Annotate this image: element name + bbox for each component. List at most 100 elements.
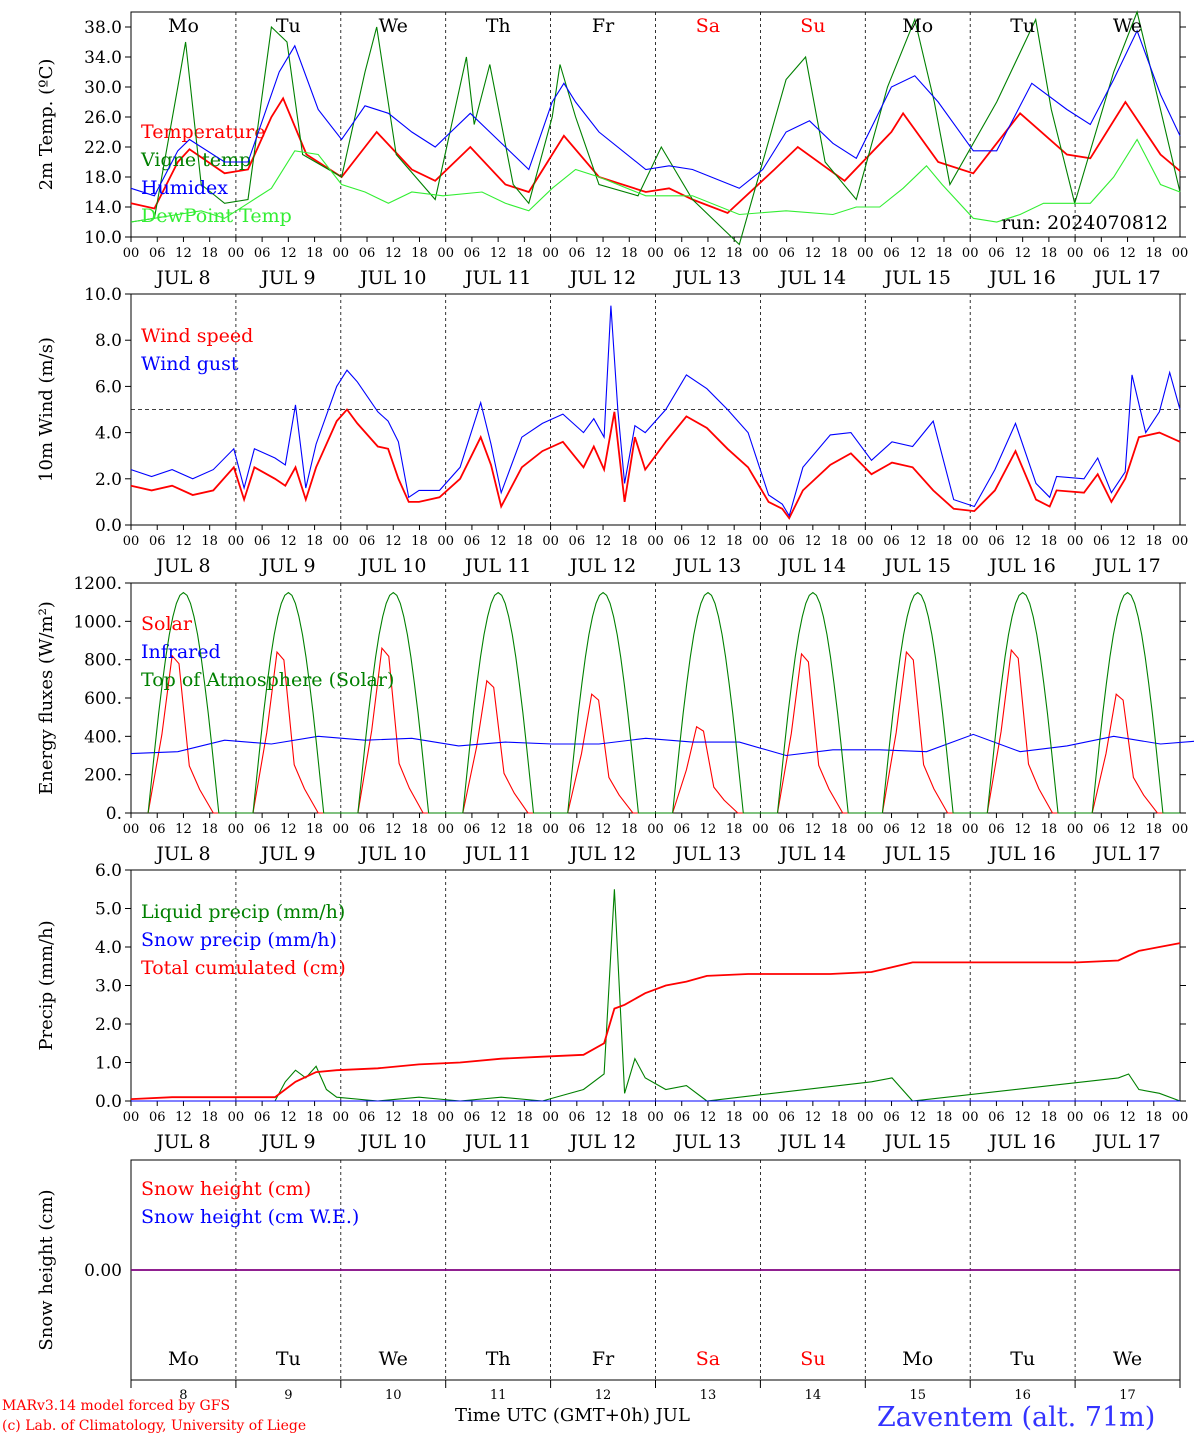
hour-label: 00 (857, 246, 874, 261)
y-tick-label: 200. (84, 766, 122, 786)
day-name: We (1113, 1348, 1142, 1370)
date-label: JUL 15 (883, 555, 951, 577)
hour-label: 06 (149, 534, 166, 549)
hour-label: 00 (228, 534, 245, 549)
hour-label: 06 (359, 822, 376, 837)
date-label: JUL 13 (673, 267, 741, 289)
hour-label: 00 (228, 1110, 245, 1125)
y-tick-label: 4.0 (95, 424, 122, 444)
hour-label: 06 (673, 534, 690, 549)
hour-label: 18 (1146, 534, 1163, 549)
series-line-red (130, 942, 1181, 1100)
hour-label: 12 (1119, 246, 1136, 261)
day-name: Tu (276, 15, 301, 37)
hour-label: 00 (333, 822, 350, 837)
date-label: JUL 11 (463, 267, 531, 289)
lab-credit: (c) Lab. of Climatology, University of L… (2, 1418, 307, 1434)
hour-label: 12 (595, 1110, 612, 1125)
hour-label: 00 (437, 246, 454, 261)
hour-label: 18 (306, 1110, 323, 1125)
date-label: JUL 13 (673, 1131, 741, 1153)
y-tick-label: 30.0 (84, 78, 122, 98)
hour-label: 18 (516, 1110, 533, 1125)
hour-label: 12 (700, 1110, 717, 1125)
date-label: JUL 10 (358, 267, 426, 289)
date-label: JUL 11 (463, 843, 531, 865)
hour-label: 18 (726, 534, 743, 549)
hour-label: 00 (857, 1110, 874, 1125)
hour-label: 00 (1067, 822, 1084, 837)
hour-label: 06 (883, 822, 900, 837)
hour-label: 12 (175, 1110, 192, 1125)
time-axis-label: Time UTC (GMT+0h) JUL (455, 1405, 690, 1426)
hour-label: 00 (437, 822, 454, 837)
y-tick-label: 10.0 (84, 228, 122, 248)
legend-entry: DewPoint Temp (141, 205, 292, 227)
legend-entry: Temperature (141, 121, 265, 143)
hour-label: 00 (962, 822, 979, 837)
hour-label: 18 (936, 534, 953, 549)
hour-label: 06 (359, 1110, 376, 1125)
hour-label: 00 (647, 246, 664, 261)
run-label: run: 2024070812 (1001, 212, 1168, 234)
model-credit: MARv3.14 model forced by GFS (2, 1398, 231, 1414)
hour-label: 12 (1014, 246, 1031, 261)
y-axis-label: 2m Temp. (ºC) (36, 59, 57, 191)
y-tick-label: 1000. (73, 612, 122, 632)
hour-label: 06 (359, 534, 376, 549)
hour-label: 06 (569, 246, 586, 261)
series-line-green (130, 10, 1181, 246)
hour-label: 06 (673, 822, 690, 837)
hour-label: 18 (831, 1110, 848, 1125)
hour-label: 18 (726, 246, 743, 261)
hour-label: 18 (516, 534, 533, 549)
hour-label: 18 (621, 822, 638, 837)
hour-label: 00 (647, 1110, 664, 1125)
hour-label: 06 (883, 1110, 900, 1125)
hour-label: 00 (857, 534, 874, 549)
hour-label: 12 (385, 822, 402, 837)
y-tick-label: 38.0 (84, 18, 122, 38)
day-number: 14 (805, 1388, 822, 1403)
y-tick-label: 34.0 (84, 48, 122, 68)
day-name: Th (486, 15, 511, 37)
hour-label: 00 (542, 822, 559, 837)
hour-label: 18 (936, 1110, 953, 1125)
hour-label: 12 (805, 822, 822, 837)
legend-entry: Top of Atmosphere (Solar) (141, 669, 394, 691)
hour-label: 18 (726, 822, 743, 837)
hour-label: 18 (411, 822, 428, 837)
hour-label: 06 (464, 534, 481, 549)
hour-label: 06 (1093, 246, 1110, 261)
hour-label: 12 (909, 822, 926, 837)
hour-label: 00 (1067, 246, 1084, 261)
hour-label: 12 (909, 534, 926, 549)
date-label: JUL 17 (1092, 267, 1160, 289)
date-label: JUL 11 (463, 555, 531, 577)
legend-entry: Snow height (cm W.E.) (141, 1206, 359, 1228)
hour-label: 06 (883, 246, 900, 261)
date-label: JUL 8 (154, 1131, 210, 1153)
hour-label: 12 (490, 534, 507, 549)
date-label: JUL 9 (259, 267, 315, 289)
date-label: JUL 13 (673, 843, 741, 865)
date-label: JUL 17 (1092, 1131, 1160, 1153)
hour-label: 12 (1119, 822, 1136, 837)
hour-label: 06 (778, 534, 795, 549)
hour-label: 18 (1146, 246, 1163, 261)
hour-label: 12 (700, 534, 717, 549)
day-name: Tu (1010, 15, 1035, 37)
hour-label: 06 (149, 246, 166, 261)
y-tick-label: 22.0 (84, 138, 122, 158)
date-label: JUL 17 (1092, 555, 1160, 577)
hour-label: 06 (569, 534, 586, 549)
date-label: JUL 8 (154, 267, 210, 289)
hour-label: 18 (201, 822, 218, 837)
hour-label: 12 (280, 534, 297, 549)
series-line-blue (130, 29, 1181, 197)
hour-label: 18 (516, 246, 533, 261)
day-number: 10 (385, 1388, 402, 1403)
hour-label: 12 (700, 246, 717, 261)
date-label: JUL 12 (568, 1131, 636, 1153)
